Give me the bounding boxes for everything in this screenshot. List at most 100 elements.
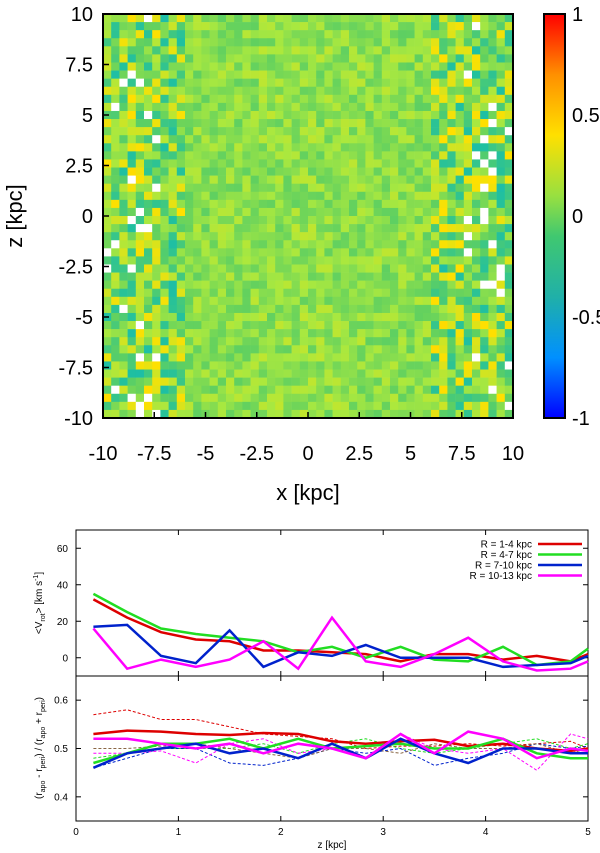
heatmap-cell [488,288,497,298]
heatmap-cell-empty [127,393,137,403]
heatmap-cell [144,191,153,201]
heatmap-cell [234,54,243,63]
heatmap-cell [291,119,301,128]
heatmap-cell [242,135,251,144]
heatmap-cell [127,46,137,55]
heatmap-cell [373,94,383,104]
heatmap-cell [119,119,128,128]
heatmap-cell [242,30,251,39]
heatmap-cell [316,86,325,96]
heatmap-cell [488,393,497,403]
heatmap-cell [103,240,112,249]
heatmap-cell [119,216,128,225]
heatmap-cell [119,353,128,362]
heatmap-cell [152,216,161,225]
heatmap-cell [193,256,202,265]
heatmap-cell [349,119,358,128]
heatmap-cell [373,159,383,168]
heatmap-cell [447,30,456,39]
heatmap-cell [258,361,268,370]
heatmap-cell [226,385,235,395]
heatmap-cell [414,280,424,290]
heatmap-cell [431,86,440,96]
heatmap-cell [119,272,128,281]
heatmap-cell [119,280,128,290]
heatmap-cell [308,304,317,314]
heatmap-cell [258,329,268,338]
heatmap-cell [258,337,268,346]
heatmap-cell [349,159,358,168]
heatmap-cell [242,167,251,176]
heatmap-cell [316,46,325,55]
heatmap-cell [340,321,350,330]
heatmap-cell [398,191,407,201]
heatmap-cell [135,62,145,71]
heatmap-cell [144,151,153,160]
heatmap-cell-empty [463,232,473,241]
heatmap-cell [185,62,194,71]
heatmap-cell [390,159,399,168]
heatmap-cell [275,62,284,71]
heatmap-cell [234,312,243,322]
heatmap-cell [299,110,309,120]
heatmap-cell [258,151,268,160]
heatmap-cell [283,70,292,79]
heatmap-cell [160,248,169,257]
heatmap-cell [398,143,407,152]
heatmap-cell [135,329,145,338]
heatmap-cell [316,102,325,112]
heatmap-cell [299,143,309,152]
heatmap-cell-empty [480,207,489,217]
heatmap-cell [119,369,128,378]
heatmap-cell [349,312,358,322]
heatmap-cell [324,345,333,354]
heatmap-cell [267,30,276,39]
heatmap-cell [480,224,489,233]
heatmap-cell [349,369,358,378]
heatmap-cell [185,30,194,39]
heatmap-cell [201,143,210,152]
heatmap-cell [258,304,268,314]
heatmap-cell [480,127,489,136]
heatmap-cell [127,127,137,136]
heatmap-cell [324,54,333,63]
heatmap-cell [349,62,358,71]
heatmap-cell [258,159,268,168]
heatmap-cell [488,337,497,346]
heatmap-cell [144,54,153,63]
heatmap-cell [406,248,415,257]
heatmap-cell [250,62,260,71]
heatmap-cell [160,393,169,403]
heatmap-cell [242,54,251,63]
heatmap-cell [381,248,391,257]
heatmap-cell [365,207,374,217]
heatmap-cell [267,280,276,290]
heatmap-cell [283,14,292,23]
heatmap-cell [176,385,186,395]
heatmap-cell [299,393,309,403]
heatmap-cell [217,256,227,265]
heatmap-cell [365,191,374,201]
heatmap-cell [185,288,194,298]
heatmap-cell [324,175,333,184]
heatmap-cell [439,119,448,128]
heatmap-cell [357,240,366,249]
heatmap-cell [283,393,292,403]
heatmap-cell [242,337,251,346]
heatmap-cell [455,159,465,168]
heatmap-cell [291,288,301,298]
heatmap-cell [308,94,317,104]
heatmap-cell [504,329,513,338]
heatmap-cell [357,143,366,152]
heatmap-cell [381,304,391,314]
heatmap-cell [168,78,178,88]
heatmap-cell [234,86,243,96]
heatmap-cell [431,409,440,418]
heatmap-cell [201,30,210,39]
heatmap-cell [103,159,112,168]
heatmap-cell [176,240,186,249]
heatmap-cell [472,409,481,418]
heatmap-cell [291,353,301,362]
heatmap-cell [431,385,440,395]
